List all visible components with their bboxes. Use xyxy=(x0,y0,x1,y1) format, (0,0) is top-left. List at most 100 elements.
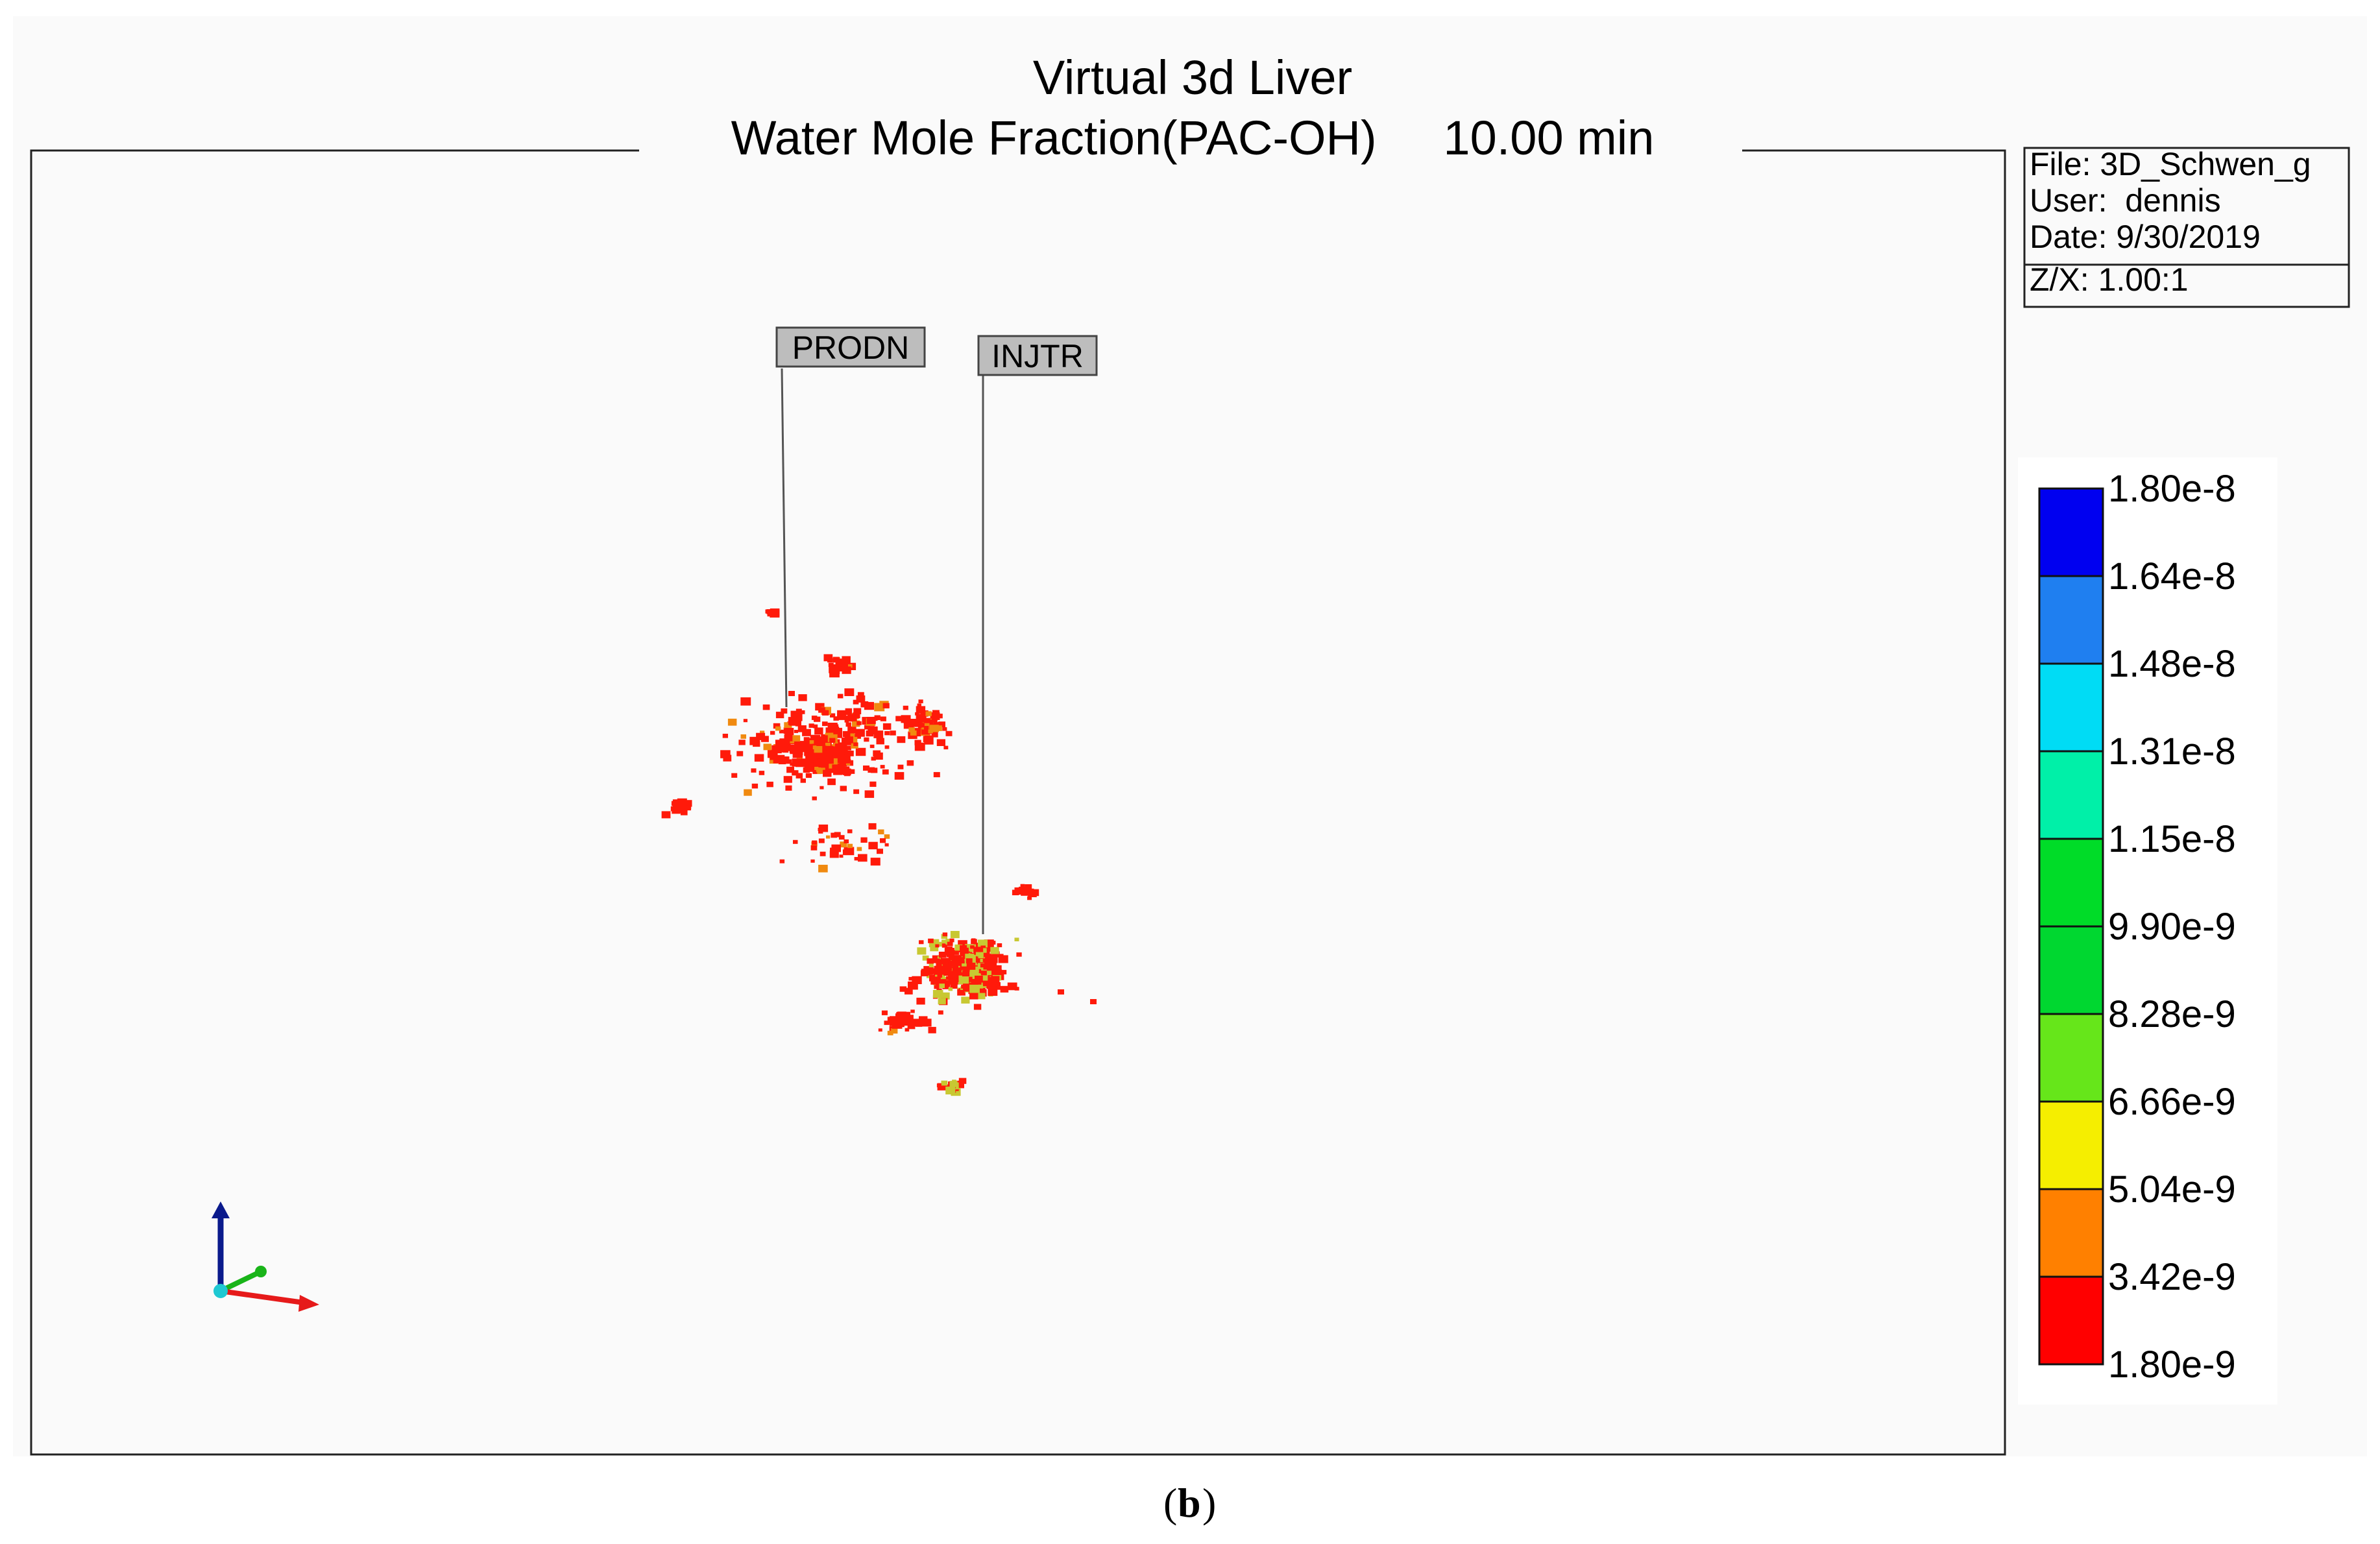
simulation-cell xyxy=(945,730,953,736)
simulation-cell xyxy=(881,1010,888,1015)
simulation-cell xyxy=(928,729,933,734)
simulation-cell xyxy=(917,947,927,955)
simulation-cell xyxy=(876,738,884,745)
info-zx: Z/X: 1.00:1 xyxy=(2030,261,2189,298)
simulation-cell xyxy=(841,762,847,767)
simulation-cell xyxy=(1014,887,1021,893)
simulation-cell xyxy=(794,730,798,733)
title-line-2: Water Mole Fraction(PAC-OH) 10.00 min xyxy=(731,111,1655,165)
simulation-cell xyxy=(840,786,847,791)
simulation-cell xyxy=(722,734,728,738)
simulation-cell xyxy=(952,965,959,970)
simulation-cell xyxy=(846,762,851,766)
simulation-cell xyxy=(864,790,875,798)
simulation-cell xyxy=(908,727,915,732)
simulation-cell xyxy=(788,691,795,696)
simulation-cell xyxy=(890,730,896,736)
simulation-cell xyxy=(818,865,828,873)
simulation-cell xyxy=(980,971,987,976)
simulation-cell xyxy=(744,789,752,796)
simulation-cell xyxy=(921,728,930,735)
simulation-cell xyxy=(842,849,850,855)
simulation-cell xyxy=(917,703,921,707)
simulation-cell xyxy=(884,834,890,839)
simulation-cell xyxy=(914,720,921,727)
caption-letter: b xyxy=(1178,1480,1201,1526)
simulation-cell xyxy=(834,756,843,764)
simulation-cell xyxy=(975,975,983,983)
simulation-cell xyxy=(790,735,801,743)
simulation-cell xyxy=(754,754,764,762)
simulation-cell xyxy=(759,771,765,775)
simulation-cell xyxy=(852,720,860,727)
simulation-cell xyxy=(910,730,917,736)
simulation-cell xyxy=(914,740,921,745)
simulation-cell xyxy=(820,758,827,764)
simulation-cell xyxy=(884,745,890,749)
simulation-cell xyxy=(775,712,784,719)
simulation-cell xyxy=(792,750,803,758)
simulation-cells xyxy=(661,608,1097,1096)
simulation-cell xyxy=(821,765,831,773)
simulation-cell xyxy=(749,736,760,745)
simulation-cell xyxy=(853,699,859,705)
simulation-cell xyxy=(919,940,924,945)
legend-label: 9.90e-9 xyxy=(2108,906,2236,948)
info-box: File: 3D_Schwen_g User: dennis Date: 9/3… xyxy=(2023,146,2350,308)
simulation-cell xyxy=(839,854,844,858)
simulation-cell xyxy=(906,760,914,766)
simulation-cell xyxy=(917,715,927,723)
simulation-cell xyxy=(827,778,836,786)
simulation-cell xyxy=(980,963,986,968)
simulation-cell xyxy=(930,945,939,952)
simulation-cell xyxy=(831,832,837,838)
simulation-cell xyxy=(941,934,947,939)
simulation-cell xyxy=(941,1080,948,1086)
simulation-cell xyxy=(800,710,805,714)
simulation-cell xyxy=(773,723,781,729)
simulation-cell xyxy=(942,932,948,937)
simulation-cell xyxy=(849,850,854,855)
simulation-cell xyxy=(795,773,803,778)
simulation-cell xyxy=(999,954,1004,958)
simulation-cell xyxy=(937,973,943,978)
simulation-cell xyxy=(1020,884,1025,887)
simulation-cell xyxy=(977,967,985,974)
simulation-cell xyxy=(919,723,925,728)
title-backdrop xyxy=(639,49,1742,169)
simulation-cell xyxy=(941,992,950,1000)
simulation-cell xyxy=(808,723,814,728)
simulation-cell xyxy=(916,1020,923,1025)
simulation-cell xyxy=(809,740,816,745)
simulation-cell xyxy=(896,1011,903,1017)
simulation-cell xyxy=(792,770,799,776)
simulation-cell xyxy=(931,732,938,738)
simulation-cell xyxy=(918,719,923,723)
simulation-cell xyxy=(860,701,869,708)
simulation-cell xyxy=(990,947,999,954)
simulation-cell xyxy=(949,938,954,943)
simulation-cell xyxy=(846,751,854,756)
simulation-cell xyxy=(901,715,911,723)
simulation-cell xyxy=(941,943,947,948)
simulation-cell xyxy=(825,753,832,758)
simulation-cell xyxy=(756,732,766,740)
simulation-cell xyxy=(916,997,925,1005)
simulation-cell xyxy=(820,786,824,790)
legend-label: 5.04e-9 xyxy=(2108,1168,2236,1211)
simulation-cell xyxy=(943,970,951,976)
simulation-cell xyxy=(868,767,875,773)
simulation-cell xyxy=(844,736,853,743)
legend-swatch xyxy=(2038,575,2104,665)
legend-swatch xyxy=(2038,487,2104,577)
simulation-cell xyxy=(936,739,945,746)
simulation-cell xyxy=(988,988,998,996)
simulation-cell xyxy=(775,740,783,746)
simulation-cell xyxy=(924,737,934,745)
simulation-cell xyxy=(858,854,868,862)
simulation-cell xyxy=(837,694,844,699)
simulation-cell xyxy=(940,971,947,976)
y-axis-tip xyxy=(255,1266,267,1277)
simulation-cell xyxy=(777,744,788,753)
simulation-cell xyxy=(871,756,876,761)
